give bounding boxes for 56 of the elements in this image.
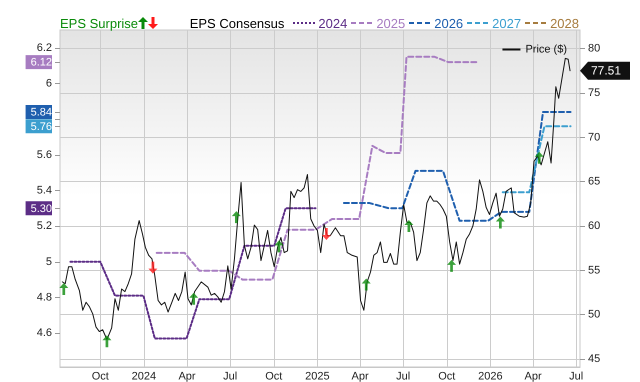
point: [102, 335, 112, 348]
y-tick-label: 4.6: [36, 327, 52, 340]
y-tick-label: 5.6: [36, 148, 52, 161]
y2-tick-label: 65: [588, 176, 600, 188]
x-tick-label: Jul: [569, 370, 584, 382]
x-tick-label: Oct: [438, 370, 456, 382]
x-tick-label: 2026: [478, 370, 503, 382]
y-tick-label: 5.84: [30, 106, 52, 119]
x-tick-label: Oct: [92, 370, 109, 382]
y-tick-label: 6: [46, 77, 52, 90]
x-tick-label: Jul: [396, 370, 410, 382]
legend-label: 2024: [318, 16, 348, 30]
y2-tick-label: 70: [588, 131, 600, 144]
y-tick-label: 5.4: [36, 184, 52, 196]
point: [404, 220, 414, 232]
legend-label: 2028: [550, 16, 579, 30]
data-label: 77.51: [591, 64, 622, 78]
y-tick-label: 5.2: [36, 220, 52, 232]
point: [274, 240, 284, 252]
x-tick-label: Apr: [178, 370, 196, 382]
y-tick-label: 4.8: [36, 291, 52, 304]
x-tick-label: Apr: [351, 370, 369, 382]
point: [322, 228, 331, 240]
y2-tick-label: 45: [588, 353, 600, 366]
line-series: [69, 207, 316, 340]
y-tick-label: 5: [46, 256, 52, 268]
legend-title: EPS Consensus: [190, 16, 284, 30]
y2-tick-label: 80: [588, 42, 600, 55]
point: [232, 211, 241, 224]
x-tick-label: Apr: [524, 370, 542, 382]
line-series: [156, 56, 480, 281]
y-tick-label: 6.12: [30, 56, 52, 69]
y2-tick-label: 60: [588, 220, 600, 232]
point: [447, 260, 456, 272]
legend-label: 2027: [492, 16, 522, 30]
point: [148, 262, 158, 274]
point: [534, 152, 544, 164]
x-tick-label: 2024: [132, 370, 156, 382]
x-tick-label: Oct: [265, 370, 282, 382]
y-tick-label: 5.76: [30, 120, 52, 133]
y2-tick-label: 50: [588, 308, 600, 321]
y2-tick-label: 75: [588, 86, 600, 99]
x-tick-label: 2025: [305, 370, 330, 382]
point: [59, 282, 68, 295]
point: [362, 278, 371, 291]
legend-label: 2025: [376, 16, 406, 30]
legend-label: 2026: [434, 16, 464, 30]
legend-label: Price ($): [525, 44, 567, 56]
y-tick-label: 6.2: [36, 42, 52, 54]
x-tick-label: Jul: [223, 370, 238, 382]
y-tick-label: 5.30: [30, 202, 52, 215]
text: EPS Surprise: [60, 16, 138, 30]
point: [189, 292, 198, 305]
point: [496, 216, 505, 228]
y2-tick-label: 55: [588, 264, 600, 276]
line-series: [342, 111, 572, 222]
